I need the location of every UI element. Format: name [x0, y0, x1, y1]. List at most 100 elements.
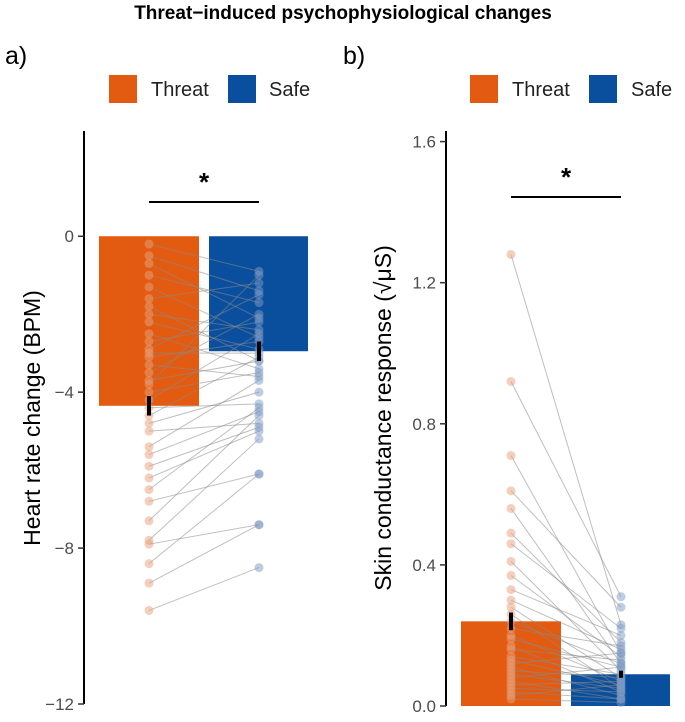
- point-safe-a: [254, 309, 264, 319]
- point-threat-b: [506, 528, 516, 538]
- point-threat-a: [144, 336, 154, 346]
- point-threat-b: [506, 602, 516, 612]
- point-threat-a: [144, 259, 154, 269]
- y-axis-a: 0 −4 −8 −12 Heart rate change (BPM): [19, 131, 85, 714]
- point-threat-b: [506, 645, 516, 655]
- point-safe-b: [616, 641, 626, 651]
- point-threat-b: [506, 249, 516, 259]
- pair-line-b: [510, 652, 622, 665]
- point-threat-b: [506, 634, 516, 644]
- pair-line-a: [148, 391, 260, 424]
- point-threat-a: [144, 473, 154, 483]
- error-bars-b: [509, 612, 623, 678]
- point-safe-a: [254, 563, 264, 573]
- pair-line-a: [148, 340, 260, 358]
- y-axis-label-b: Skin conductance response (√μS): [370, 245, 396, 591]
- y-tick-label-a: −4: [55, 383, 74, 402]
- legend-a-threat-swatch: [109, 75, 137, 103]
- point-threat-b: [506, 486, 516, 496]
- point-safe-a: [254, 520, 264, 530]
- y-ticks-b: 0.0 0.4 0.8 1.2 1.6: [412, 133, 446, 716]
- point-threat-a: [144, 329, 154, 339]
- point-safe-a: [254, 368, 264, 378]
- pair-line-a: [148, 274, 260, 385]
- point-safe-b: [616, 697, 626, 707]
- point-threat-a: [144, 317, 154, 327]
- significance-star-b: *: [561, 162, 572, 192]
- pair-line-a: [148, 255, 260, 292]
- pair-line-a: [148, 473, 260, 565]
- legend-b: Threat Safe: [470, 75, 672, 103]
- pair-line-b: [510, 638, 622, 668]
- pair-line-a: [148, 473, 260, 502]
- pair-line-b: [510, 670, 622, 679]
- y-tick-label-b: 1.2: [412, 274, 436, 293]
- point-threat-a: [144, 418, 154, 428]
- y-axis-b: 0.0 0.4 0.8 1.2 1.6 Skin conductance respons…: [370, 131, 447, 716]
- bars-a: [99, 236, 308, 406]
- legend-b-safe-label: Safe: [631, 79, 672, 101]
- point-threat-a: [144, 578, 154, 588]
- significance-star-a: *: [199, 167, 210, 197]
- y-tick-label-b: 0.0: [412, 697, 436, 716]
- pair-line-a: [148, 411, 260, 455]
- point-threat-a: [144, 251, 154, 261]
- legend-b-threat-label: Threat: [512, 79, 570, 101]
- y-tick-label-a: 0: [65, 227, 74, 246]
- pair-line-a: [148, 321, 260, 342]
- legend-a-safe-label: Safe: [269, 79, 310, 101]
- point-safe-a: [254, 411, 264, 421]
- pair-line-b: [510, 666, 622, 679]
- panel-b: b) Threat Safe 0.0 0.4 0.8 1.2 1.6 Skin cond…: [343, 42, 672, 716]
- pair-line-a: [148, 430, 260, 479]
- point-threat-a: [144, 352, 154, 362]
- y-tick-label-b: 0.8: [412, 415, 436, 434]
- point-threat-a: [144, 282, 154, 292]
- pair-line-b: [510, 599, 622, 651]
- pair-line-a: [148, 305, 260, 362]
- pair-line-b: [510, 381, 622, 597]
- point-threat-b: [506, 694, 516, 704]
- y-tick-label-b: 0.4: [412, 556, 436, 575]
- pair-line-b: [510, 649, 622, 661]
- point-safe-a: [254, 317, 264, 327]
- pair-line-b: [510, 680, 622, 686]
- pair-line-b: [510, 490, 622, 608]
- pair-line-b: [510, 532, 622, 643]
- point-threat-a: [144, 442, 154, 452]
- paired-points-b: [506, 249, 626, 707]
- point-threat-b: [506, 570, 516, 580]
- pair-line-a: [148, 243, 260, 272]
- point-safe-b: [616, 655, 626, 665]
- point-safe-a: [254, 298, 264, 308]
- pair-line-b: [510, 455, 622, 654]
- point-threat-b: [506, 451, 516, 461]
- point-safe-a: [254, 434, 264, 444]
- panel-a: a) Threat Safe 0 −4 −8 −12 Heart rate chang…: [5, 42, 310, 714]
- pair-line-a: [148, 274, 260, 303]
- pair-line-a: [148, 333, 260, 401]
- pair-line-a: [148, 403, 260, 409]
- point-threat-b: [506, 556, 516, 566]
- pair-line-a: [148, 524, 260, 545]
- panel-b-label: b): [343, 42, 365, 70]
- significance-b: *: [511, 162, 621, 198]
- point-safe-a: [254, 387, 264, 397]
- pair-line-b: [510, 698, 622, 703]
- pair-line-b: [510, 543, 622, 629]
- point-threat-a: [144, 379, 154, 389]
- point-safe-a: [254, 375, 264, 385]
- pair-line-b: [510, 656, 622, 675]
- panel-a-label: a): [5, 42, 27, 70]
- pair-line-a: [148, 360, 260, 381]
- pair-line-b: [510, 673, 622, 689]
- pair-line-a: [148, 286, 260, 339]
- point-safe-a: [254, 426, 264, 436]
- point-threat-a: [144, 368, 154, 378]
- legend-b-threat-swatch: [470, 75, 498, 103]
- pair-line-a: [148, 524, 260, 584]
- significance-a: *: [149, 167, 259, 203]
- pair-line-a: [148, 415, 260, 522]
- y-tick-label-a: −12: [45, 695, 74, 714]
- point-threat-b: [506, 595, 516, 605]
